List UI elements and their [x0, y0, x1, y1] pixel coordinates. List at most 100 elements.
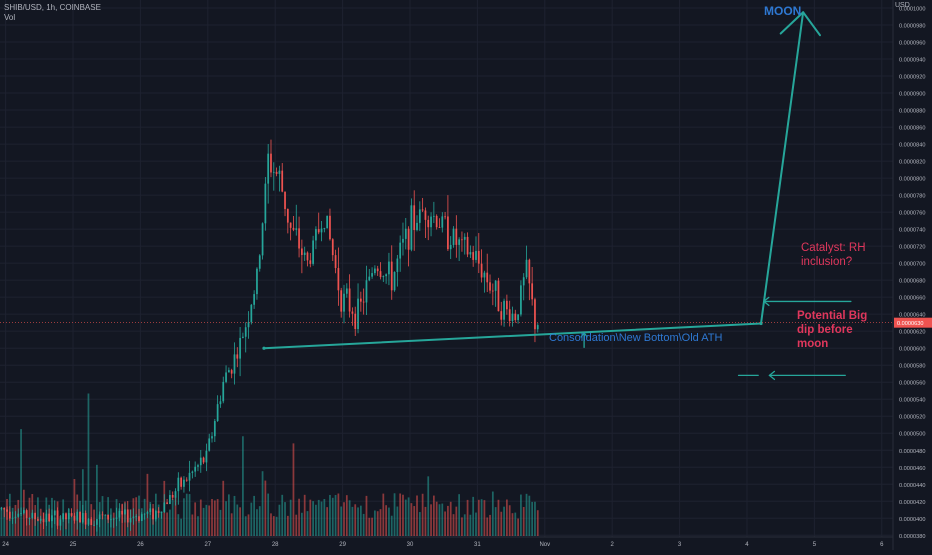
candle-body: [112, 518, 115, 520]
up-arrow-head: [580, 332, 585, 338]
candle-body: [489, 282, 491, 291]
volume-bar: [281, 494, 284, 536]
volume-bar: [472, 496, 475, 536]
dip-annotation-line2: dip before: [797, 324, 853, 336]
volume-bar: [525, 493, 528, 536]
candle-body: [424, 210, 427, 220]
volume-bar: [494, 507, 497, 536]
volume-bar: [261, 471, 264, 536]
x-tick-label: 30: [407, 542, 414, 548]
candle-body: [79, 511, 81, 523]
candle-body: [157, 510, 160, 513]
volume-bar: [256, 509, 258, 536]
candle-body: [334, 255, 337, 269]
y-tick-label: 0.0001000: [899, 7, 925, 13]
candle-body: [264, 183, 267, 224]
candle-body: [25, 510, 28, 519]
candle-body: [410, 205, 413, 250]
candle-body: [205, 450, 208, 463]
candle-body: [84, 513, 87, 525]
candle-body: [48, 513, 51, 522]
candle-body: [53, 510, 56, 516]
volume-bar: [447, 505, 449, 536]
volume-bar: [213, 500, 216, 536]
volume-bar: [222, 480, 225, 536]
candle-body: [22, 510, 25, 514]
candle-body: [14, 516, 17, 518]
volume-bar: [205, 504, 208, 536]
candle-body: [56, 510, 59, 526]
y-tick-label: 0.0000660: [899, 296, 925, 302]
volume-bar: [303, 494, 306, 536]
y-tick-label: 0.0000420: [899, 500, 925, 506]
candle-body: [514, 313, 517, 321]
volume-bar: [329, 494, 331, 536]
candle-body: [503, 300, 505, 320]
candle-body: [244, 327, 247, 337]
candle-body: [365, 280, 368, 303]
volume-bar: [449, 501, 452, 536]
volume-bar: [396, 506, 399, 536]
volume-bar: [536, 510, 539, 536]
candle-body: [96, 519, 98, 525]
candle-body: [402, 238, 404, 243]
candle-body: [536, 325, 539, 330]
candle-body: [253, 294, 256, 305]
volume-bar: [20, 429, 22, 536]
candle-body: [520, 285, 522, 315]
candle-body: [278, 170, 281, 174]
volume-bar: [506, 499, 508, 536]
up-arrow-head: [583, 332, 588, 338]
x-tick-label: 6: [880, 542, 884, 548]
y-tick-label: 0.0000840: [899, 143, 925, 149]
candle-body: [146, 512, 149, 514]
volume-bar: [247, 514, 250, 536]
candle-body: [444, 216, 446, 218]
candle-body: [340, 290, 343, 312]
x-tick-label: 4: [745, 542, 749, 548]
moon-trendline: [760, 11, 805, 325]
y-tick-label: 0.0000700: [899, 262, 925, 268]
volume-bar: [227, 494, 230, 536]
candle-body: [531, 283, 534, 300]
volume-bar: [483, 500, 486, 536]
candle-body: [441, 216, 444, 228]
volume-bar: [169, 509, 171, 536]
candle-body: [289, 222, 292, 228]
candle-body: [357, 298, 359, 330]
volume-bar: [239, 507, 241, 536]
candle-body: [208, 438, 211, 451]
candle-body: [138, 516, 140, 521]
candle-body: [166, 502, 168, 504]
volume-bar: [286, 515, 289, 536]
volume-bar: [475, 512, 477, 536]
volume-bar: [382, 493, 385, 536]
volume-bar: [393, 493, 396, 536]
volume-bar: [438, 504, 441, 536]
candle-body: [8, 511, 11, 519]
candle-body: [270, 153, 272, 173]
volume-bar: [28, 497, 31, 536]
y-tick-label: 0.0000460: [899, 466, 925, 472]
candle-body: [11, 517, 14, 519]
y-tick-label: 0.0000400: [899, 517, 925, 523]
x-tick-label: 5: [813, 542, 817, 548]
volume-bar: [202, 507, 205, 536]
volume-bar: [362, 513, 365, 536]
candle-body: [118, 510, 121, 518]
candle-body: [461, 239, 463, 241]
candle-body: [143, 513, 146, 515]
candle-body: [466, 236, 469, 255]
candle-body: [93, 524, 95, 526]
candle-body: [67, 513, 70, 520]
catalyst-annotation-line1: Catalyst: RH: [801, 242, 866, 254]
volume-bar: [270, 513, 272, 536]
volume-bar: [295, 514, 298, 536]
volume-bar: [435, 501, 438, 536]
candle-body: [421, 209, 424, 211]
catalyst-arrow-head: [763, 296, 770, 303]
y-tick-label: 0.0000800: [899, 177, 925, 183]
x-tick-label: 2: [611, 542, 615, 548]
